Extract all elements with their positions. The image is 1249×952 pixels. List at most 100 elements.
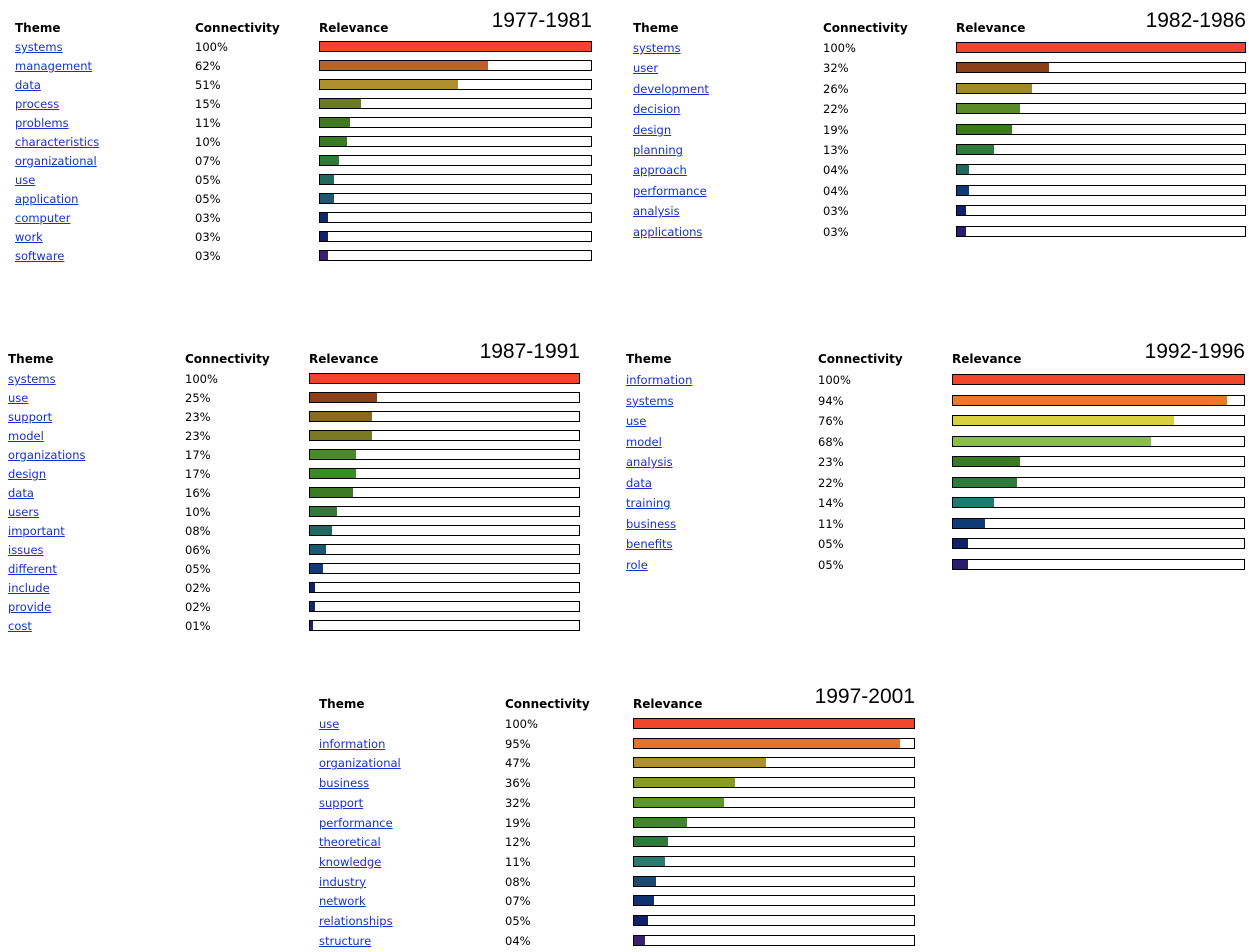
connectivity: 05% bbox=[818, 557, 844, 572]
relevance-bar bbox=[957, 165, 969, 175]
theme-link[interactable]: analysis bbox=[626, 455, 673, 469]
connectivity: 23% bbox=[185, 429, 211, 443]
theme-link[interactable]: design bbox=[8, 467, 47, 481]
relevance-bar-track bbox=[956, 82, 1246, 94]
theme-link[interactable]: systems bbox=[633, 41, 681, 55]
theme-link[interactable]: cost bbox=[8, 619, 32, 633]
theme-link[interactable]: organizations bbox=[8, 448, 86, 462]
theme-link[interactable]: decision bbox=[633, 102, 681, 117]
theme-link[interactable]: business bbox=[626, 516, 677, 531]
theme-link[interactable]: performance bbox=[319, 815, 393, 830]
theme-link[interactable]: user bbox=[633, 61, 659, 76]
theme-link[interactable]: data bbox=[15, 78, 41, 92]
theme-link[interactable]: theoretical bbox=[319, 835, 381, 850]
theme-link[interactable]: management bbox=[15, 59, 93, 73]
theme-link[interactable]: include bbox=[8, 581, 50, 595]
relevance-bar-track bbox=[309, 544, 580, 555]
theme-link[interactable]: information bbox=[319, 736, 386, 751]
theme-link[interactable]: different bbox=[8, 562, 57, 576]
relevance-bar bbox=[320, 156, 339, 165]
theme-link[interactable]: industry bbox=[319, 874, 367, 889]
theme-link[interactable]: use bbox=[626, 414, 647, 428]
theme-link[interactable]: information bbox=[626, 373, 693, 387]
theme-link[interactable]: systems bbox=[8, 372, 56, 386]
theme-link[interactable]: support bbox=[8, 410, 53, 424]
connectivity: 04% bbox=[823, 163, 849, 178]
relevance-bar-track bbox=[319, 250, 592, 261]
theme-link[interactable]: work bbox=[15, 230, 43, 244]
theme-link[interactable]: business bbox=[319, 776, 370, 791]
theme-link[interactable]: benefits bbox=[626, 537, 673, 551]
relevance-bar bbox=[957, 104, 1021, 114]
theme-link[interactable]: performance bbox=[633, 183, 707, 198]
theme-link[interactable]: application bbox=[15, 192, 79, 206]
relevance-bar-track bbox=[633, 757, 915, 769]
theme-link[interactable]: applications bbox=[633, 224, 703, 239]
theme-link[interactable]: relationships bbox=[319, 914, 393, 928]
theme-link[interactable]: design bbox=[633, 122, 672, 137]
theme-link[interactable]: provide bbox=[8, 600, 52, 614]
relevance-bar bbox=[957, 206, 966, 216]
theme-link[interactable]: organizational bbox=[15, 154, 97, 168]
theme-link[interactable]: use bbox=[319, 717, 340, 731]
theme-link[interactable]: structure bbox=[319, 933, 372, 948]
relevance-bar-track bbox=[309, 468, 580, 479]
theme-link[interactable]: planning bbox=[633, 143, 683, 157]
theme-link[interactable]: development bbox=[633, 81, 709, 96]
relevance-bar-track bbox=[319, 98, 592, 109]
theme-link[interactable]: characteristics bbox=[15, 135, 100, 149]
theme-link[interactable]: issues bbox=[8, 543, 44, 557]
relevance-bar-track bbox=[952, 394, 1245, 406]
theme-link[interactable]: problems bbox=[15, 116, 69, 130]
relevance-bar bbox=[310, 526, 332, 535]
connectivity: 32% bbox=[823, 61, 849, 76]
relevance-bar-track bbox=[319, 174, 592, 185]
column-header: Theme bbox=[626, 352, 672, 366]
connectivity: 08% bbox=[505, 874, 531, 889]
theme-link[interactable]: analysis bbox=[633, 204, 680, 219]
theme-link[interactable]: organizational bbox=[319, 756, 401, 771]
period-title: 1997-2001 bbox=[814, 685, 915, 708]
theme-link[interactable]: data bbox=[8, 486, 34, 500]
column-header: Relevance bbox=[952, 352, 1022, 366]
column-header: Relevance bbox=[956, 21, 1026, 35]
connectivity: 05% bbox=[195, 192, 221, 206]
theme-link[interactable]: computer bbox=[15, 211, 71, 225]
relevance-bar bbox=[953, 539, 968, 548]
theme-link[interactable]: approach bbox=[633, 163, 687, 178]
theme-link[interactable]: network bbox=[319, 894, 366, 909]
theme-link[interactable]: knowledge bbox=[319, 854, 382, 869]
relevance-bar-track bbox=[952, 415, 1245, 426]
theme-link[interactable]: role bbox=[626, 557, 648, 572]
connectivity: 100% bbox=[818, 373, 851, 387]
connectivity: 11% bbox=[505, 854, 531, 869]
relevance-bar bbox=[953, 395, 1227, 405]
relevance-bar-track bbox=[309, 601, 580, 612]
connectivity: 02% bbox=[185, 600, 211, 614]
theme-link[interactable]: model bbox=[8, 429, 44, 443]
theme-link[interactable]: support bbox=[319, 795, 364, 810]
theme-link[interactable]: training bbox=[626, 496, 671, 510]
theme-link[interactable]: users bbox=[8, 505, 40, 519]
theme-link[interactable]: software bbox=[15, 249, 65, 263]
relevance-bar-track bbox=[956, 164, 1246, 176]
theme-link[interactable]: systems bbox=[626, 393, 674, 408]
theme-link[interactable]: model bbox=[626, 434, 662, 449]
relevance-bar-track bbox=[319, 212, 592, 223]
theme-link[interactable]: important bbox=[8, 524, 65, 538]
connectivity: 32% bbox=[505, 795, 531, 810]
relevance-bar-track bbox=[956, 42, 1246, 53]
theme-link[interactable]: data bbox=[626, 475, 652, 490]
relevance-bar-track bbox=[956, 144, 1246, 155]
relevance-bar-track bbox=[319, 60, 592, 71]
theme-link[interactable]: use bbox=[15, 173, 36, 187]
theme-link[interactable]: systems bbox=[15, 40, 63, 54]
column-header: Connectivity bbox=[818, 352, 903, 366]
theme-link[interactable]: process bbox=[15, 97, 60, 111]
connectivity: 04% bbox=[505, 933, 531, 948]
theme-link[interactable]: use bbox=[8, 391, 29, 405]
relevance-bar bbox=[320, 194, 334, 203]
relevance-bar bbox=[310, 450, 356, 459]
relevance-bar bbox=[953, 498, 994, 507]
